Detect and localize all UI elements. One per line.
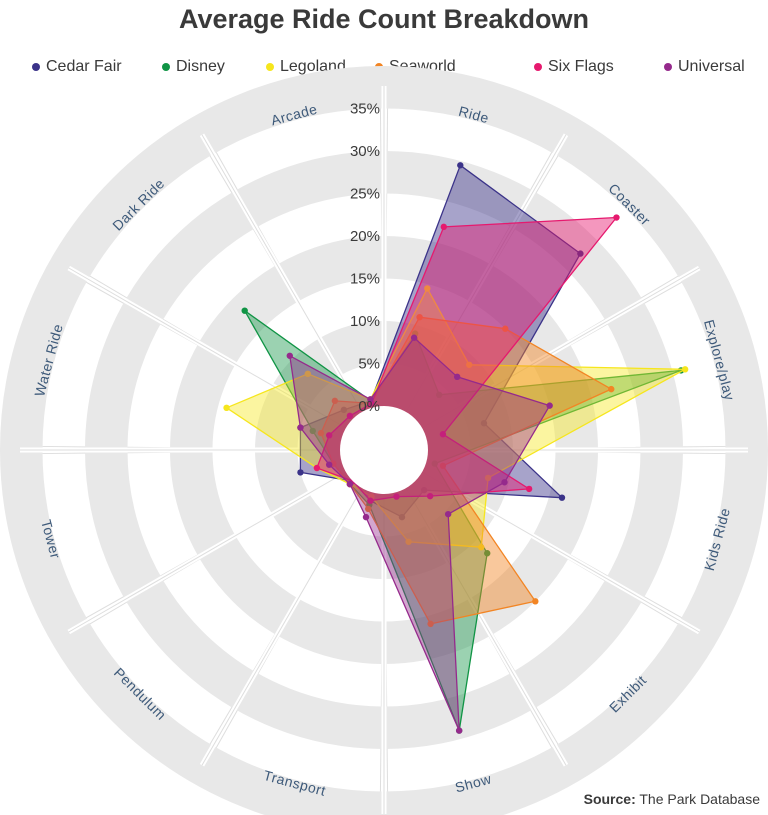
data-point bbox=[478, 544, 485, 551]
legend-item[interactable]: Cedar Fair bbox=[32, 58, 122, 76]
grid-rings bbox=[0, 66, 768, 815]
chart-title: Average Ride Count Breakdown bbox=[178, 4, 590, 34]
data-point bbox=[365, 505, 372, 513]
data-point bbox=[484, 474, 492, 482]
data-point bbox=[424, 285, 431, 292]
series-group bbox=[317, 313, 615, 628]
source-text: The Park Database bbox=[639, 791, 760, 807]
data-point bbox=[532, 598, 539, 605]
legend-label: Disney bbox=[176, 58, 225, 75]
legend-item[interactable]: Universal bbox=[664, 58, 745, 76]
data-point bbox=[681, 366, 689, 373]
legend: Cedar Fair Disney Legoland Seaworld Six Flag… bbox=[0, 58, 768, 80]
data-point bbox=[346, 412, 354, 420]
data-point bbox=[501, 479, 508, 486]
source-label: Source: bbox=[583, 791, 636, 807]
sector-divider bbox=[383, 134, 567, 451]
sector-divider bbox=[383, 267, 700, 451]
data-point bbox=[325, 461, 333, 468]
tick-label: 25% bbox=[350, 186, 380, 203]
tick-label: 10% bbox=[350, 313, 380, 330]
legend-item[interactable]: Six Flags bbox=[534, 58, 614, 76]
data-point bbox=[439, 431, 447, 438]
legend-swatch bbox=[534, 63, 542, 71]
data-point bbox=[455, 727, 463, 734]
source-note: Source: The Park Database bbox=[584, 791, 760, 807]
legend-item[interactable]: Disney bbox=[162, 58, 225, 76]
data-point bbox=[416, 313, 423, 321]
category-label: Ride bbox=[457, 103, 491, 126]
sector-divider bbox=[383, 449, 700, 633]
radial-ticks: 0% 5% 10% 15% 20% 25% 30% 35% bbox=[350, 101, 380, 416]
data-point bbox=[457, 162, 464, 169]
data-point bbox=[223, 404, 230, 412]
data-point bbox=[286, 352, 293, 359]
data-point bbox=[444, 510, 452, 518]
data-point bbox=[398, 513, 406, 521]
tick-label: 20% bbox=[350, 228, 380, 245]
data-point bbox=[525, 485, 533, 493]
data-point bbox=[577, 250, 584, 257]
sector-divider bbox=[68, 267, 385, 451]
data-point bbox=[313, 464, 321, 472]
sector-divider bbox=[201, 449, 385, 766]
legend-label: Six Flags bbox=[548, 58, 614, 75]
data-point bbox=[484, 550, 491, 557]
data-point bbox=[331, 397, 339, 405]
tick-label: 35% bbox=[350, 101, 380, 118]
data-point bbox=[546, 402, 553, 409]
sector-divider bbox=[68, 449, 385, 633]
sector-divider bbox=[201, 134, 385, 451]
legend-label: Cedar Fair bbox=[46, 58, 122, 75]
tick-label: 5% bbox=[358, 356, 380, 373]
data-point bbox=[427, 620, 434, 628]
data-point bbox=[420, 486, 428, 494]
data-point bbox=[297, 424, 304, 431]
data-point bbox=[405, 538, 412, 545]
data-point bbox=[431, 460, 438, 467]
legend-swatch bbox=[266, 63, 274, 71]
legend-swatch bbox=[32, 63, 40, 71]
data-point bbox=[410, 334, 418, 341]
data-point bbox=[317, 429, 325, 437]
data-point bbox=[453, 373, 461, 381]
data-point bbox=[241, 307, 248, 314]
data-point bbox=[367, 497, 374, 504]
data-point bbox=[480, 420, 488, 427]
tick-label: 30% bbox=[350, 143, 380, 160]
data-point bbox=[325, 432, 333, 439]
data-point bbox=[297, 469, 304, 476]
data-point bbox=[340, 406, 348, 414]
tick-label: 15% bbox=[350, 271, 380, 288]
data-point bbox=[502, 325, 509, 332]
tick-label: 0% bbox=[358, 398, 380, 415]
legend-label: Universal bbox=[678, 58, 745, 75]
data-point bbox=[608, 385, 615, 393]
data-point bbox=[309, 427, 316, 435]
data-point bbox=[393, 493, 400, 500]
inner-hole bbox=[340, 406, 428, 494]
data-point bbox=[558, 494, 566, 501]
data-point bbox=[346, 480, 354, 488]
legend-swatch bbox=[162, 63, 170, 71]
data-point bbox=[367, 396, 374, 403]
data-point bbox=[439, 462, 447, 469]
data-point bbox=[362, 513, 370, 521]
data-point bbox=[304, 370, 312, 378]
legend-swatch bbox=[664, 63, 672, 71]
data-point bbox=[426, 492, 434, 500]
data-point bbox=[440, 223, 447, 231]
data-point bbox=[613, 214, 620, 221]
data-point bbox=[435, 391, 443, 399]
data-point bbox=[466, 361, 473, 368]
